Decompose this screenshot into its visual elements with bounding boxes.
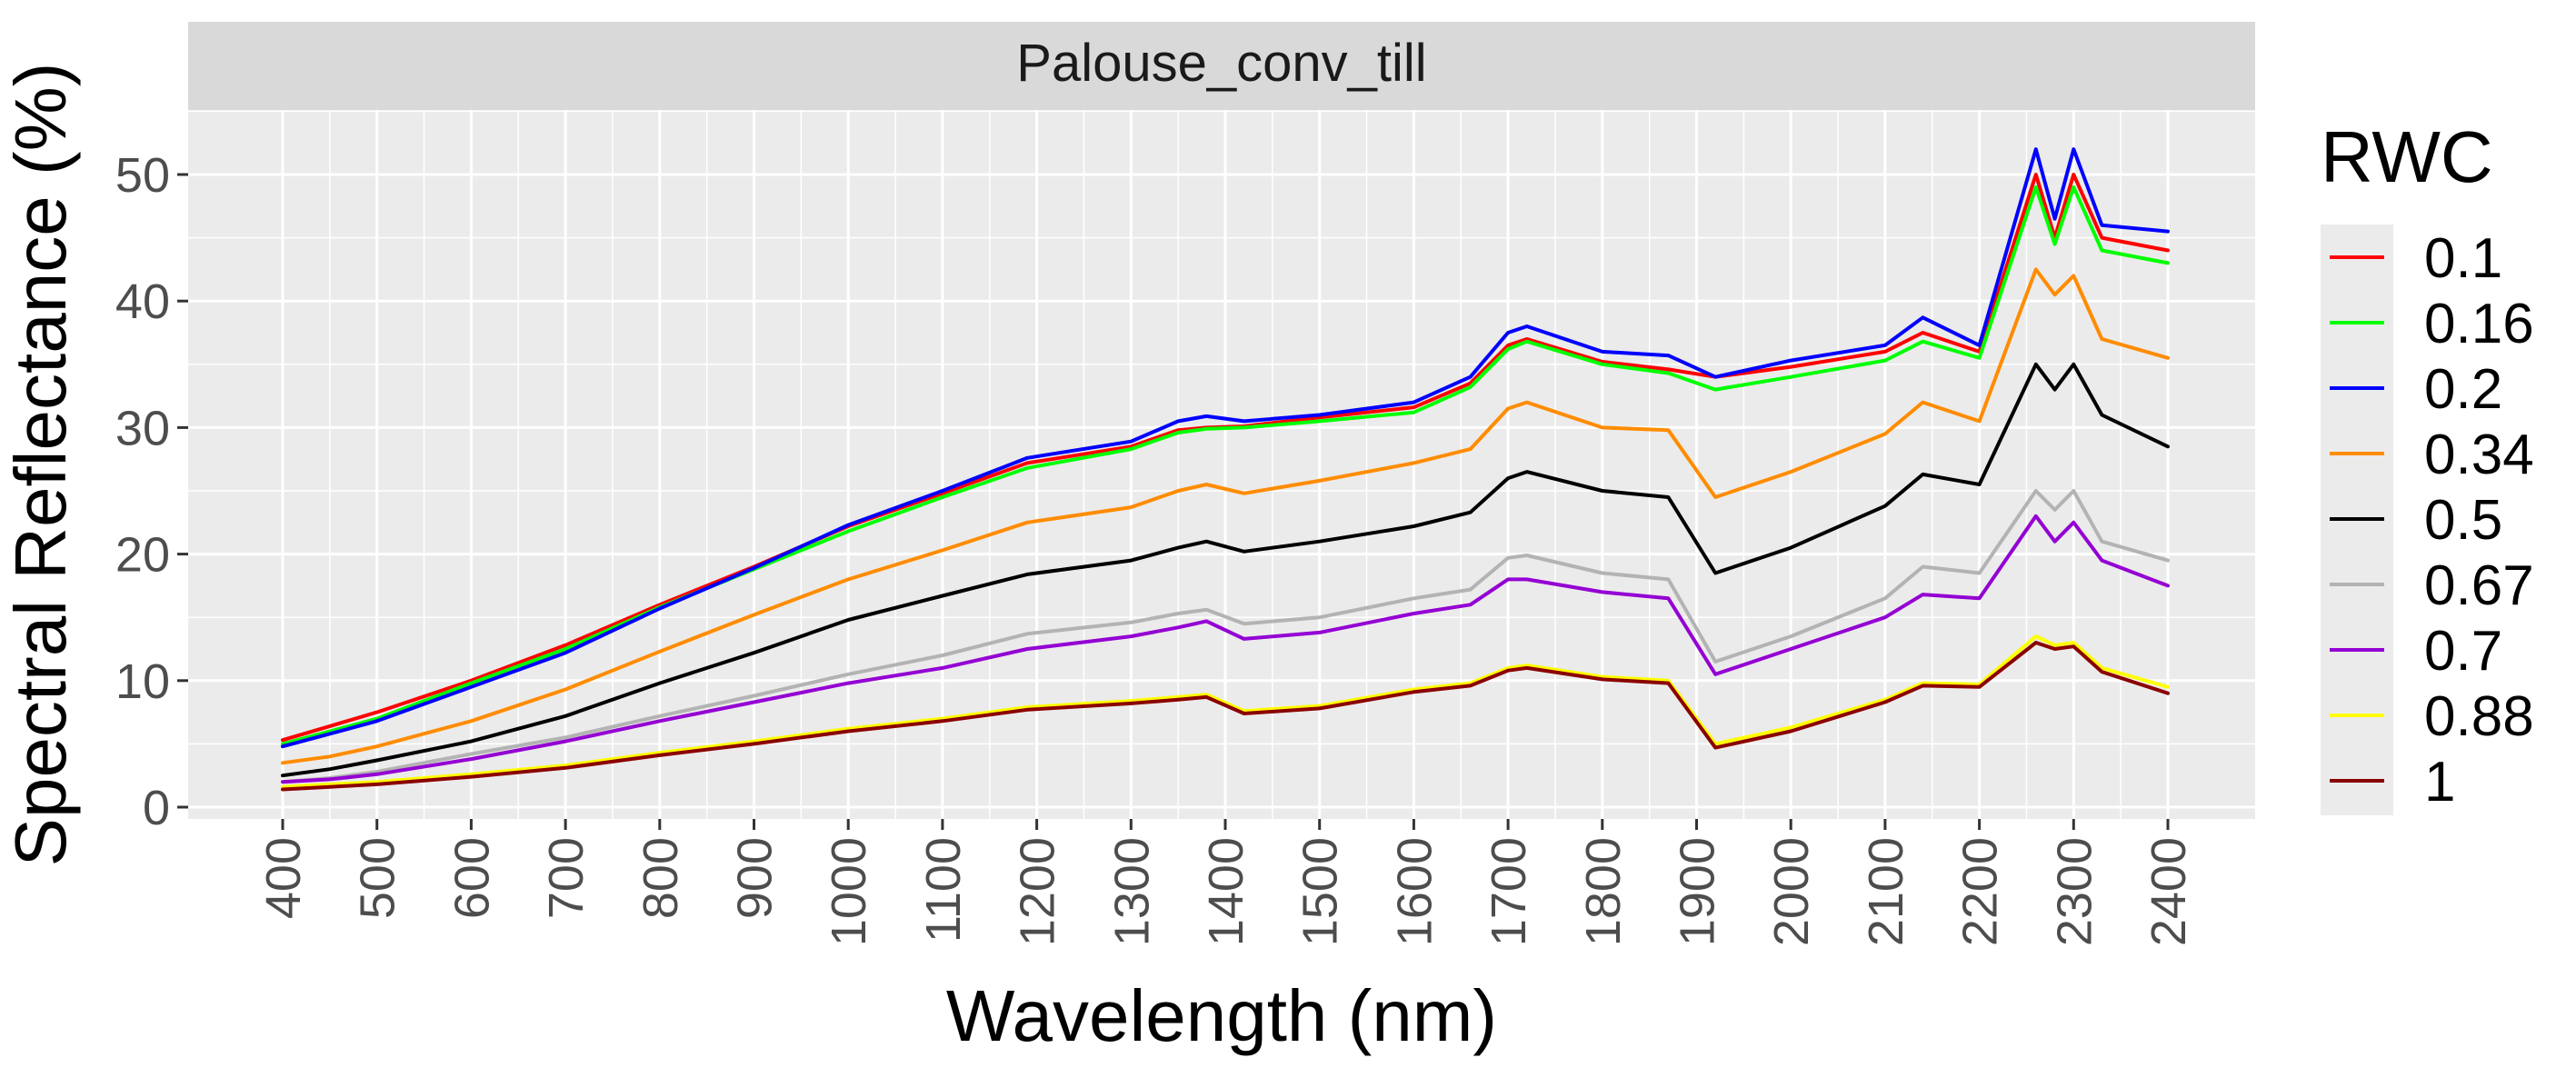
grid-layer <box>188 110 2255 819</box>
legend-label: 0.5 <box>2424 489 2502 552</box>
x-tick-label: 1100 <box>916 837 971 943</box>
series-line-1 <box>281 641 2170 792</box>
series-line-0-88 <box>281 634 2170 789</box>
y-axis-title: Spectral Reflectance (%) <box>0 63 81 867</box>
y-tick-label: 20 <box>115 528 170 583</box>
y-tick-label: 50 <box>115 148 170 203</box>
x-tick-label: 1900 <box>1671 837 1725 946</box>
legend-label: 0.2 <box>2424 358 2502 421</box>
x-tick-labels: 400 500 600 700 800 900 1000 1100 1200 1300 1400 15… <box>256 819 2196 946</box>
series-layer <box>281 147 2170 792</box>
y-tick-labels: 0 10 20 30 40 50 <box>115 148 188 835</box>
legend-label: 1 <box>2424 751 2455 813</box>
x-tick-label: 1400 <box>1199 837 1253 946</box>
y-tick-label: 0 <box>143 781 170 835</box>
series-line-0-7 <box>281 514 2170 784</box>
x-tick-label: 1300 <box>1104 837 1159 946</box>
facet-strip <box>188 22 2255 110</box>
series-line-0-2 <box>281 147 2170 749</box>
x-tick-label: 1500 <box>1293 837 1348 946</box>
x-tick-label: 600 <box>444 837 499 919</box>
y-tick-label: 10 <box>115 654 170 709</box>
x-tick-label: 1600 <box>1387 837 1442 946</box>
x-tick-label: 1000 <box>822 837 876 946</box>
x-tick-label: 1800 <box>1576 837 1631 946</box>
x-tick-label: 800 <box>634 837 688 919</box>
series-line-0-67 <box>281 489 2170 784</box>
x-tick-label: 700 <box>539 837 594 919</box>
x-tick-label: 1200 <box>1011 837 1065 946</box>
x-tick-label: 2100 <box>1859 837 1913 946</box>
x-tick-label: 400 <box>256 837 311 919</box>
x-tick-label: 2300 <box>2047 837 2102 946</box>
x-tick-label: 500 <box>351 837 405 919</box>
legend-label: 0.67 <box>2424 554 2534 617</box>
legend-label: 0.1 <box>2424 227 2502 290</box>
y-tick-label: 30 <box>115 401 170 455</box>
x-tick-label: 2200 <box>1953 837 2008 946</box>
x-tick-label: 900 <box>728 837 783 919</box>
series-line-0-5 <box>281 362 2170 778</box>
series-line-0-34 <box>281 267 2170 765</box>
x-axis-title: Wavelength (nm) <box>946 975 1497 1056</box>
x-tick-label: 1700 <box>1482 837 1536 946</box>
legend: 0.10.160.20.340.50.670.70.881 <box>2330 227 2534 813</box>
y-tick-label: 40 <box>115 274 170 329</box>
x-tick-label: 2000 <box>1764 837 1819 946</box>
legend-label: 0.88 <box>2424 685 2534 748</box>
facet-title: Palouse_conv_till <box>1016 34 1426 93</box>
legend-label: 0.7 <box>2424 620 2502 683</box>
series-line-0-1 <box>281 173 2170 743</box>
legend-title: RWC <box>2321 116 2493 197</box>
legend-label: 0.34 <box>2424 424 2534 486</box>
x-tick-label: 2400 <box>2142 837 2196 946</box>
legend-label: 0.16 <box>2424 293 2534 355</box>
